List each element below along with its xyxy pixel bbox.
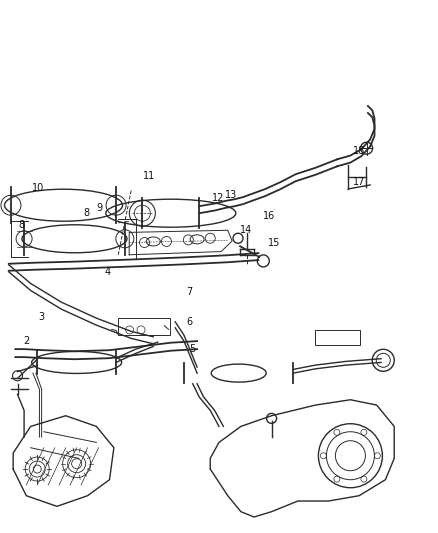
Text: 11: 11 [143,171,155,181]
Text: 18: 18 [353,146,365,156]
Bar [315,330,360,345]
Text: 9: 9 [97,203,103,213]
Text: 8: 8 [19,221,25,230]
Text: 12: 12 [212,193,224,203]
Text: 8: 8 [84,208,90,218]
Text: 6: 6 [186,318,192,327]
Text: 7: 7 [186,287,192,297]
Text: 5: 5 [190,344,196,354]
Text: 2: 2 [23,336,29,346]
Text: 14: 14 [240,225,252,235]
Text: 16: 16 [263,211,276,221]
Bar [118,318,170,335]
Text: 3: 3 [39,312,45,322]
Text: 10: 10 [32,183,45,192]
Text: 15: 15 [268,238,280,247]
Text: 4: 4 [104,267,110,277]
Text: 17: 17 [353,177,365,187]
Text: 13: 13 [225,190,237,200]
